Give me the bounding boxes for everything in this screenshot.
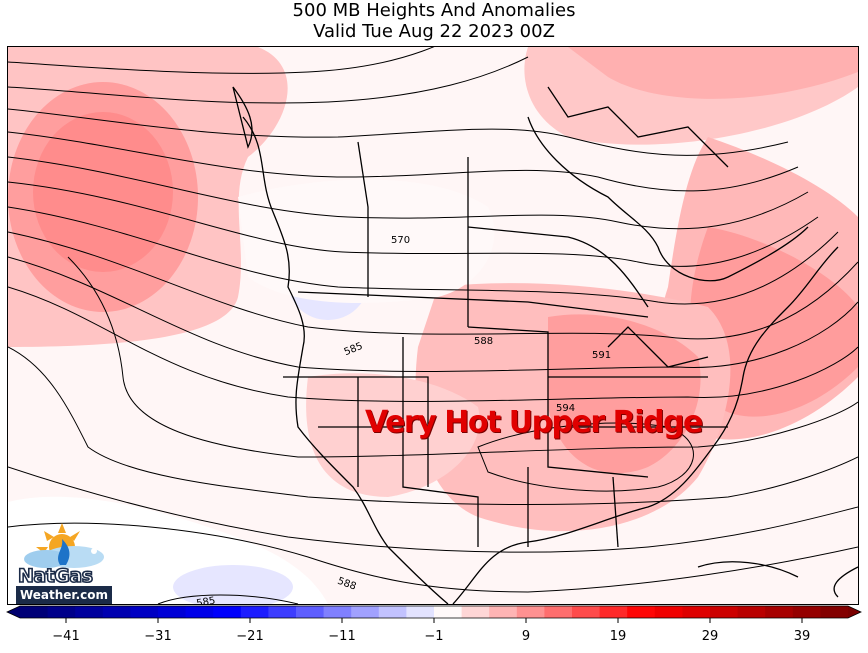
colorbar-cell	[737, 606, 766, 618]
colorbar-cell	[461, 606, 490, 618]
colorbar-ticks	[65, 618, 803, 623]
colorbar-tick-label: −31	[144, 629, 172, 644]
colorbar-cell	[572, 606, 601, 618]
contour-label: 588	[474, 336, 493, 347]
colorbar-tick-label: 39	[793, 629, 811, 644]
colorbar-cell	[792, 606, 821, 618]
colorbar-cell	[544, 606, 573, 618]
colorbar-tick-label: −41	[52, 629, 80, 644]
colorbar-cell	[323, 606, 352, 618]
coastlines-and-borders	[232, 86, 858, 604]
map-panel: 570 585 588 591 594 588 585	[7, 46, 859, 605]
colorbar-cell	[240, 606, 269, 618]
colorbar-cell	[820, 606, 849, 618]
contour-label: 570	[391, 235, 410, 246]
map-valid-time: Valid Tue Aug 22 2023 00Z	[313, 21, 555, 42]
contour-label: 585	[196, 595, 217, 604]
colorbar-cell	[296, 606, 325, 618]
colorbar-cell	[102, 606, 131, 618]
colorbar-cell	[378, 606, 407, 618]
colorbar-min-extension	[7, 606, 20, 618]
colorbar-tick-label: 19	[609, 629, 627, 644]
map-title: 500 MB Heights And Anomalies	[292, 0, 576, 21]
colorbar-cell	[75, 606, 104, 618]
colorbar-cell	[516, 606, 545, 618]
colorbar-cell	[268, 606, 297, 618]
colorbar-cell	[130, 606, 159, 618]
colorbar-tick-label: 9	[521, 629, 531, 644]
colorbar-cell	[599, 606, 628, 618]
contour-label: 591	[592, 350, 611, 361]
colorbar-tick-label: −11	[328, 629, 356, 644]
colorbar-cell	[627, 606, 656, 618]
logo-text-natgas: NatGas	[17, 564, 94, 588]
anomaly-map: 570 585 588 591 594 588 585	[8, 47, 858, 604]
colorbar-cell	[185, 606, 214, 618]
colorbar-tick-label: −1	[424, 629, 444, 644]
colorbar-cell	[20, 606, 49, 618]
contour-label: 594	[556, 403, 575, 414]
sun-cloud-flame-icon	[24, 523, 104, 568]
colorbar-cell	[213, 606, 242, 618]
colorbar-cell	[434, 606, 463, 618]
colorbar-cell	[710, 606, 739, 618]
colorbar-cell	[351, 606, 380, 618]
colorbar-cell	[489, 606, 518, 618]
colorbar-cell	[765, 606, 794, 618]
colorbar-cell	[47, 606, 76, 618]
colorbar-max-extension	[848, 606, 861, 618]
ridge-annotation: Very Hot Upper Ridge	[365, 405, 703, 440]
colorbar-outline	[6, 605, 862, 619]
natgas-weather-logo: NatGas Weather.com	[14, 521, 116, 605]
colorbar-tick-label: 29	[701, 629, 719, 644]
colorbar-cell	[654, 606, 683, 618]
colorbar-tick-label: −21	[236, 629, 264, 644]
anomaly-colorbar	[6, 605, 862, 623]
logo-text-weather: Weather.com	[16, 586, 112, 604]
colorbar-cell	[158, 606, 187, 618]
colorbar-cell	[682, 606, 711, 618]
colorbar-cells	[7, 606, 861, 618]
colorbar-cell	[406, 606, 435, 618]
height-contours	[8, 47, 858, 604]
